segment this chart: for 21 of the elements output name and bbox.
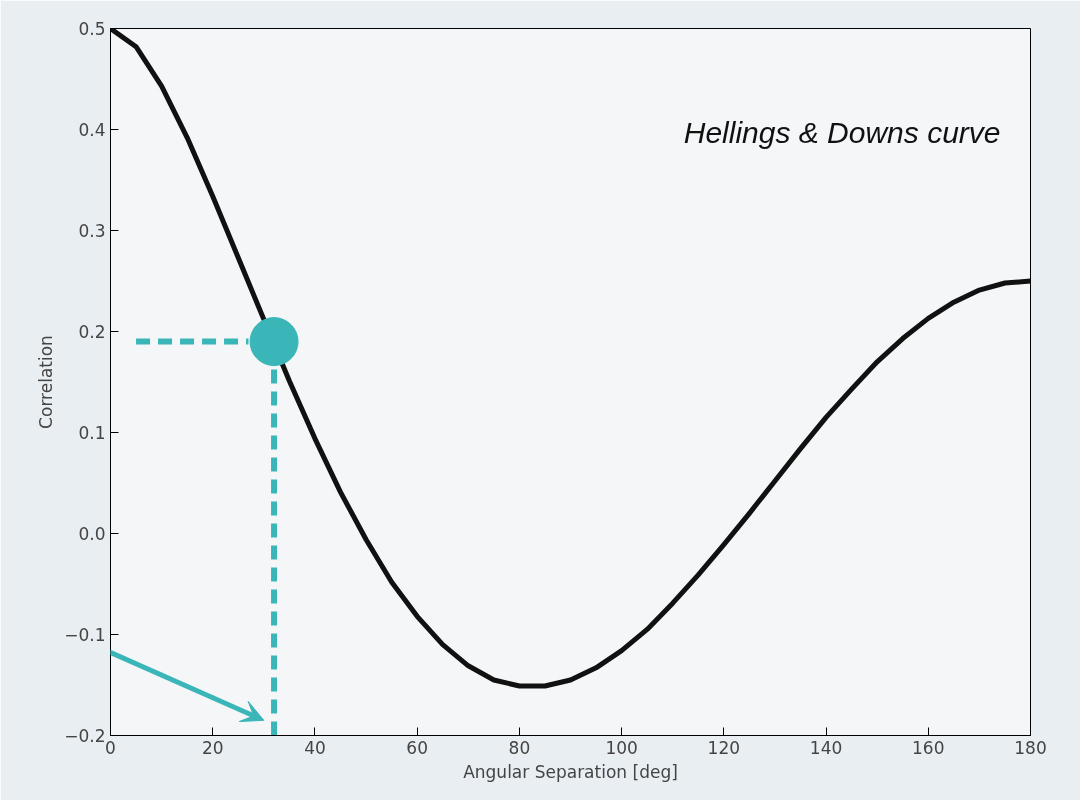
y-axis-title: Correlation	[36, 335, 57, 429]
x-tick-label: 20	[201, 737, 224, 758]
y-tick-label: 0.3	[78, 221, 106, 241]
y-tick-label: −0.2	[64, 726, 106, 746]
y-tick-label: −0.1	[64, 625, 106, 645]
x-tick-label: 60	[406, 737, 428, 758]
y-tick-label: 0.2	[78, 322, 106, 342]
x-tick-label: 180	[1014, 737, 1047, 758]
x-tick-label: 100	[605, 737, 638, 758]
y-tick-label: 0.1	[78, 423, 106, 443]
x-tick-label: 120	[707, 737, 741, 758]
y-tick-label: 0.4	[78, 120, 106, 140]
x-axis-title: Angular Separation [deg]	[463, 761, 678, 782]
x-tick-label: 40	[304, 737, 326, 758]
y-tick-label: 0.0	[78, 524, 106, 544]
x-tick-label: 160	[912, 737, 945, 758]
x-tick-label: 140	[809, 737, 843, 758]
y-tick-label: 0.5	[78, 19, 106, 39]
x-tick-label: 80	[508, 737, 531, 758]
annotation: Hellings & Downs curve	[683, 115, 1001, 149]
x-tick-label: 0	[105, 737, 116, 758]
